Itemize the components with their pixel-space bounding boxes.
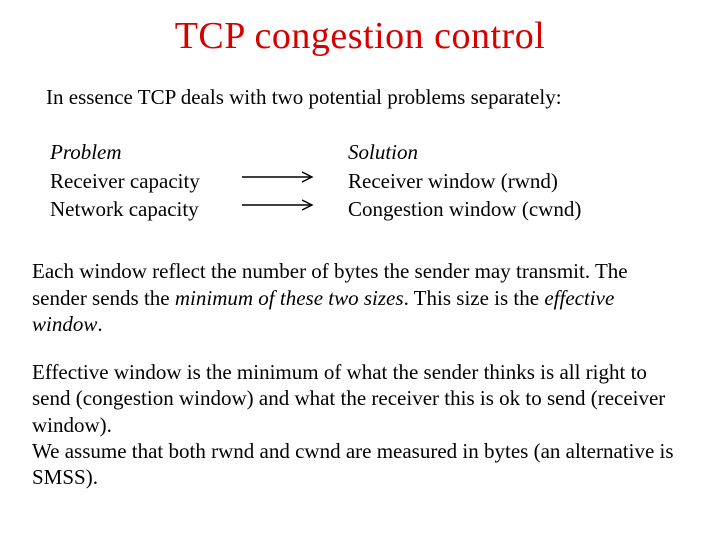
arrow-1 [240,198,320,212]
paragraph-1: Each window reflect the number of bytes … [0,258,720,337]
solution-row-1: Congestion window (cwnd) [348,195,668,223]
problem-column: Problem Receiver capacity Network capaci… [50,138,250,223]
slide-title: TCP congestion control [0,0,720,76]
para1-post: . [97,312,102,336]
para1-mid: . This size is the [404,286,545,310]
problem-header: Problem [50,138,250,166]
slide-root: TCP congestion control In essence TCP de… [0,0,720,540]
solution-column: Solution Receiver window (rwnd) Congesti… [348,138,668,223]
problem-solution-table: Problem Receiver capacity Network capaci… [0,110,720,258]
paragraph-2: Effective window is the minimum of what … [0,337,720,490]
intro-text: In essence TCP deals with two potential … [0,76,720,110]
para1-em1: minimum of these two sizes [175,286,404,310]
solution-header: Solution [348,138,668,166]
arrow-0 [240,170,320,184]
problem-row-0: Receiver capacity [50,167,250,195]
solution-row-0: Receiver window (rwnd) [348,167,668,195]
problem-row-1: Network capacity [50,195,250,223]
